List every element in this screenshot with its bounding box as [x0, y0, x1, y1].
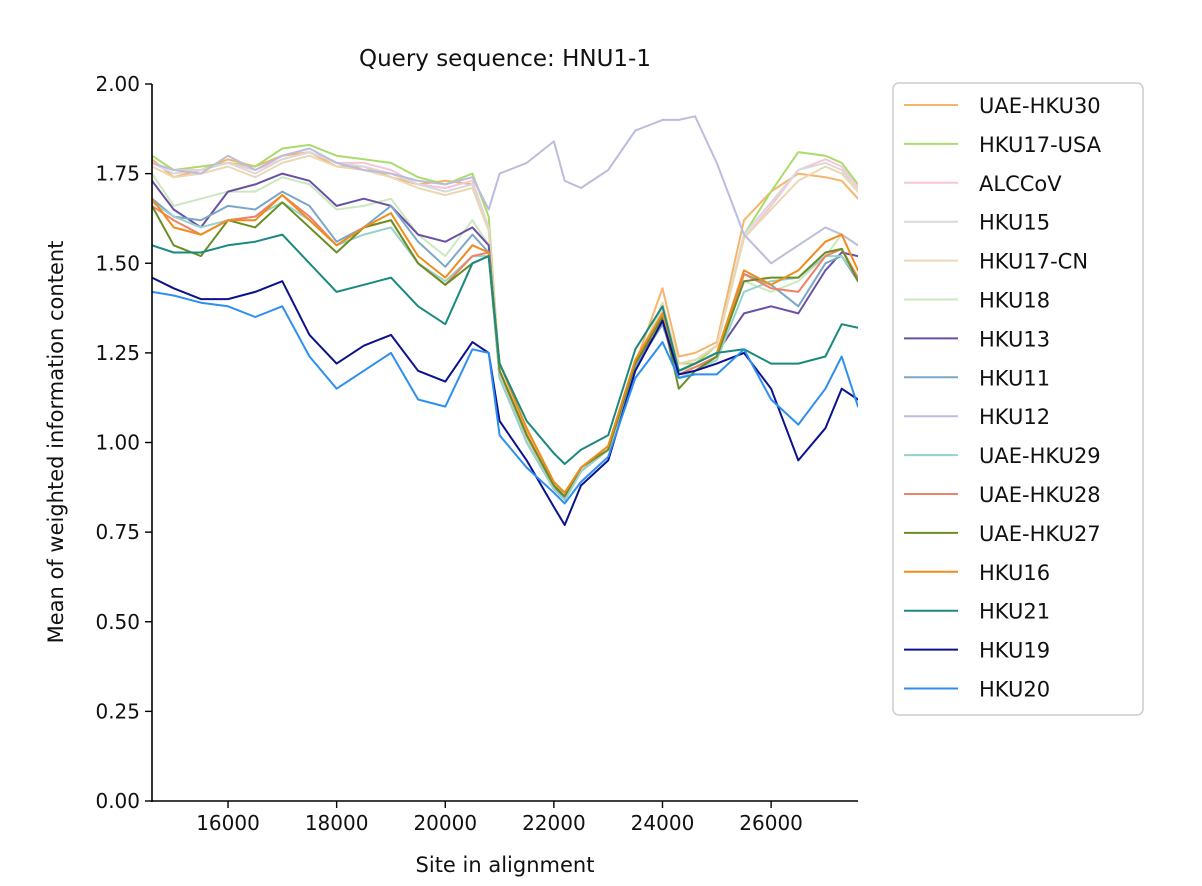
legend-label: HKU19	[979, 639, 1050, 663]
series-line-8	[152, 115, 858, 265]
legend-label: HKU13	[979, 327, 1050, 351]
x-tick-label: 16000	[196, 811, 260, 835]
legend-label: HKU18	[979, 289, 1050, 313]
series-line-12	[152, 194, 858, 494]
y-tick-label: 1.50	[95, 251, 140, 275]
legend-frame	[892, 82, 1144, 716]
legend-label: UAE-HKU30	[979, 94, 1101, 118]
chart-title: Query sequence: HNU1-1	[359, 46, 651, 72]
legend-label: HKU17-USA	[979, 133, 1102, 157]
y-tick-label: 0.25	[95, 699, 140, 723]
legend-items: UAE-HKU30 HKU17-USA ALCCoV HKU15 HKU17-CN HKU…	[904, 94, 1102, 702]
legend-label: HKU21	[979, 600, 1050, 624]
series-line-15	[152, 290, 858, 505]
series-line-4	[152, 154, 858, 498]
y-tick-label: 1.00	[95, 431, 140, 455]
y-tick-label: 0.50	[95, 610, 140, 634]
y-tick-label: 0.00	[95, 789, 140, 813]
legend-label: HKU15	[979, 211, 1050, 235]
legend-label: HKU17-CN	[979, 250, 1088, 274]
series-line-2	[152, 151, 858, 498]
legend-label: HKU20	[979, 678, 1050, 702]
x-axis-label: Site in alignment	[416, 853, 595, 877]
series-line-14	[152, 276, 858, 526]
legend-label: UAE-HKU27	[979, 522, 1101, 546]
x-tick-label: 24000	[631, 811, 695, 835]
x-tick-label: 20000	[413, 811, 477, 835]
plot-area	[152, 115, 858, 526]
x-tick-label: 22000	[522, 811, 586, 835]
legend-label: HKU12	[979, 405, 1050, 429]
y-tick-label: 2.00	[95, 72, 140, 96]
series-line-9	[152, 201, 858, 501]
x-ticks: 16000 18000 20000 22000 24000 26000	[196, 801, 803, 835]
series-line-11	[152, 201, 858, 498]
y-axis-label: Mean of weighted information content	[44, 241, 68, 644]
x-tick-label: 26000	[739, 811, 803, 835]
legend: UAE-HKU30 HKU17-USA ALCCoV HKU15 HKU17-CN HKU…	[892, 82, 1144, 716]
x-tick-label: 18000	[305, 811, 369, 835]
legend-label: ALCCoV	[979, 172, 1062, 196]
legend-label: UAE-HKU28	[979, 483, 1101, 507]
legend-label: UAE-HKU29	[979, 444, 1101, 468]
y-tick-label: 1.75	[95, 162, 140, 186]
y-tick-label: 0.75	[95, 520, 140, 544]
legend-label: HKU11	[979, 366, 1050, 390]
y-ticks: 0.00 0.25 0.50 0.75 1.00 1.25 1.50 1.75 2.00	[95, 72, 152, 813]
legend-label: HKU16	[979, 561, 1050, 585]
y-tick-label: 1.25	[95, 341, 140, 365]
series-line-3	[152, 151, 858, 498]
series-line-7	[152, 190, 858, 501]
